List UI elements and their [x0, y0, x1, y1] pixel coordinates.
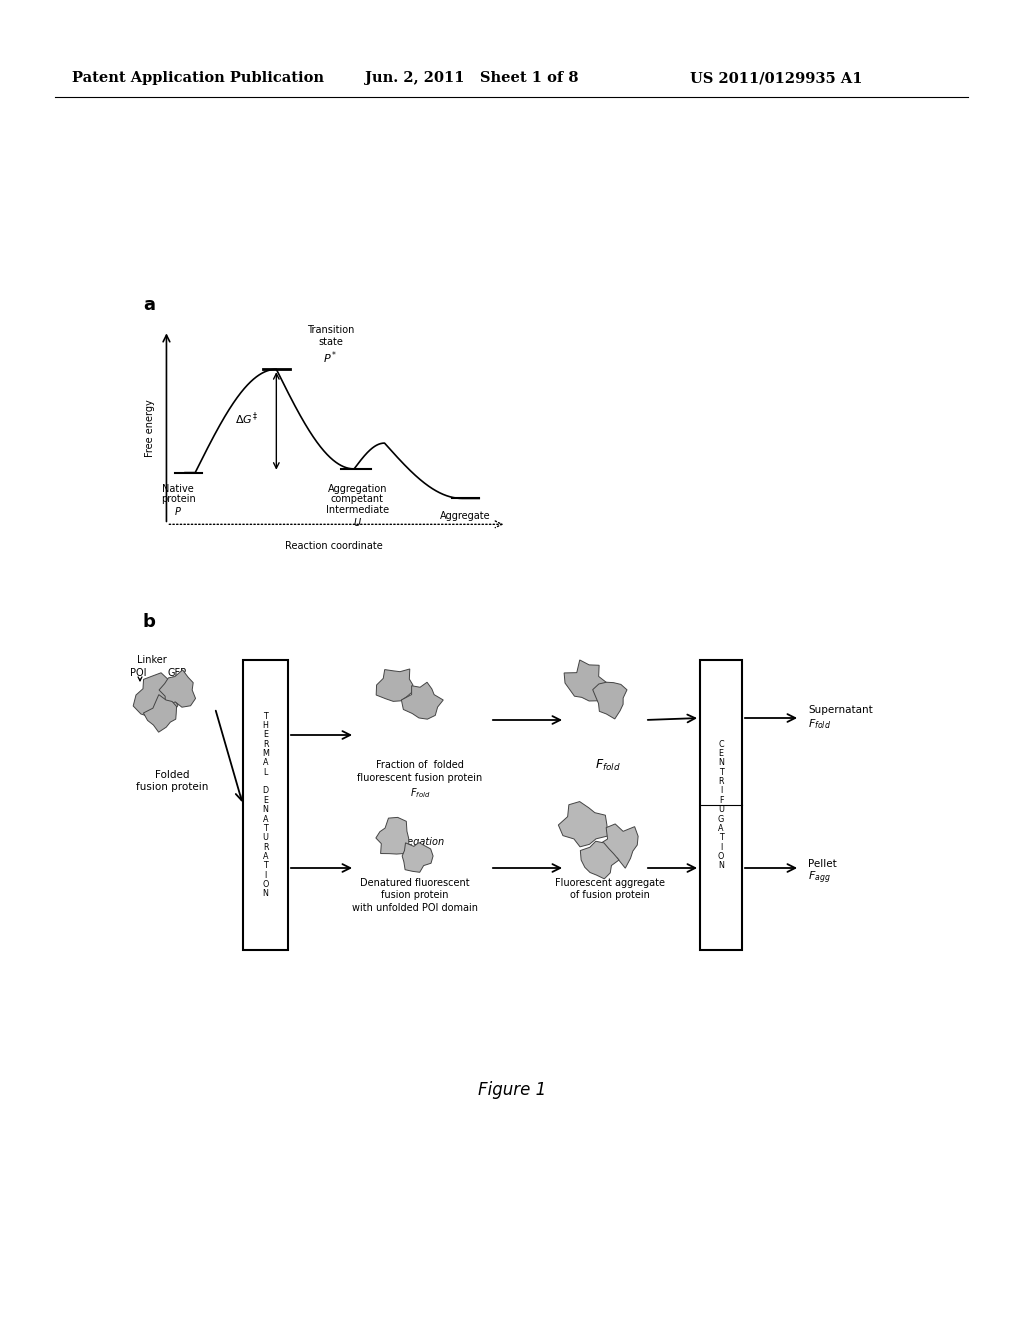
Bar	[700, 660, 742, 950]
Text: Reaction coordinate: Reaction coordinate	[285, 541, 383, 552]
Bar	[243, 660, 288, 950]
Polygon shape	[133, 673, 178, 717]
Text: $F_{agg}$: $F_{agg}$	[808, 870, 830, 886]
Polygon shape	[143, 694, 176, 733]
Polygon shape	[376, 817, 409, 854]
Text: Aggregation: Aggregation	[385, 837, 445, 847]
Text: Aggregate: Aggregate	[440, 511, 490, 521]
Text: Fluorescent aggregate
of fusion protein: Fluorescent aggregate of fusion protein	[555, 878, 665, 900]
Text: Aggregation
competant
Intermediate
$U$: Aggregation competant Intermediate $U$	[326, 483, 389, 528]
Polygon shape	[598, 824, 638, 869]
Polygon shape	[558, 801, 608, 847]
Text: Transition
state: Transition state	[307, 325, 354, 347]
Polygon shape	[402, 842, 433, 873]
Text: Folded
fusion protein: Folded fusion protein	[136, 770, 208, 792]
Text: Linker: Linker	[137, 655, 167, 665]
Text: $F_{fold}$: $F_{fold}$	[595, 758, 621, 774]
Text: Supernatant: Supernatant	[808, 705, 872, 715]
Text: T
H
E
R
M
A
L
 
D
E
N
A
T
U
R
A
T
I
O
N: T H E R M A L D E N A T U R A T I O N	[262, 711, 269, 899]
Text: Denatured fluorescent
fusion protein
with unfolded POI domain: Denatured fluorescent fusion protein wit…	[352, 878, 478, 913]
Text: a: a	[143, 296, 155, 314]
Polygon shape	[581, 841, 618, 879]
Text: $F_{fold}$: $F_{fold}$	[808, 717, 831, 731]
Text: C
E
N
T
R
I
F
U
G
A
T
I
O
N: C E N T R I F U G A T I O N	[718, 739, 724, 870]
Polygon shape	[401, 682, 443, 719]
Text: US 2011/0129935 A1: US 2011/0129935 A1	[690, 71, 862, 84]
Text: $\Delta G^{\ddagger}$: $\Delta G^{\ddagger}$	[234, 411, 257, 428]
Text: Figure 1: Figure 1	[478, 1081, 546, 1100]
Text: Native
protein
$P$: Native protein $P$	[161, 483, 196, 517]
Text: Pellet: Pellet	[808, 859, 837, 869]
Text: $P^*$: $P^*$	[324, 348, 338, 366]
Polygon shape	[159, 671, 196, 708]
Text: Jun. 2, 2011   Sheet 1 of 8: Jun. 2, 2011 Sheet 1 of 8	[365, 71, 579, 84]
Polygon shape	[564, 660, 607, 701]
Text: Free energy: Free energy	[144, 400, 155, 457]
Text: Fraction of  folded
fluorescent fusion protein
$F_{fold}$: Fraction of folded fluorescent fusion pr…	[357, 760, 482, 800]
Text: Patent Application Publication: Patent Application Publication	[72, 71, 324, 84]
Text: GFP: GFP	[168, 668, 186, 678]
Text: b: b	[143, 612, 156, 631]
Polygon shape	[376, 669, 413, 701]
Polygon shape	[593, 682, 627, 719]
Text: POI: POI	[130, 668, 146, 678]
